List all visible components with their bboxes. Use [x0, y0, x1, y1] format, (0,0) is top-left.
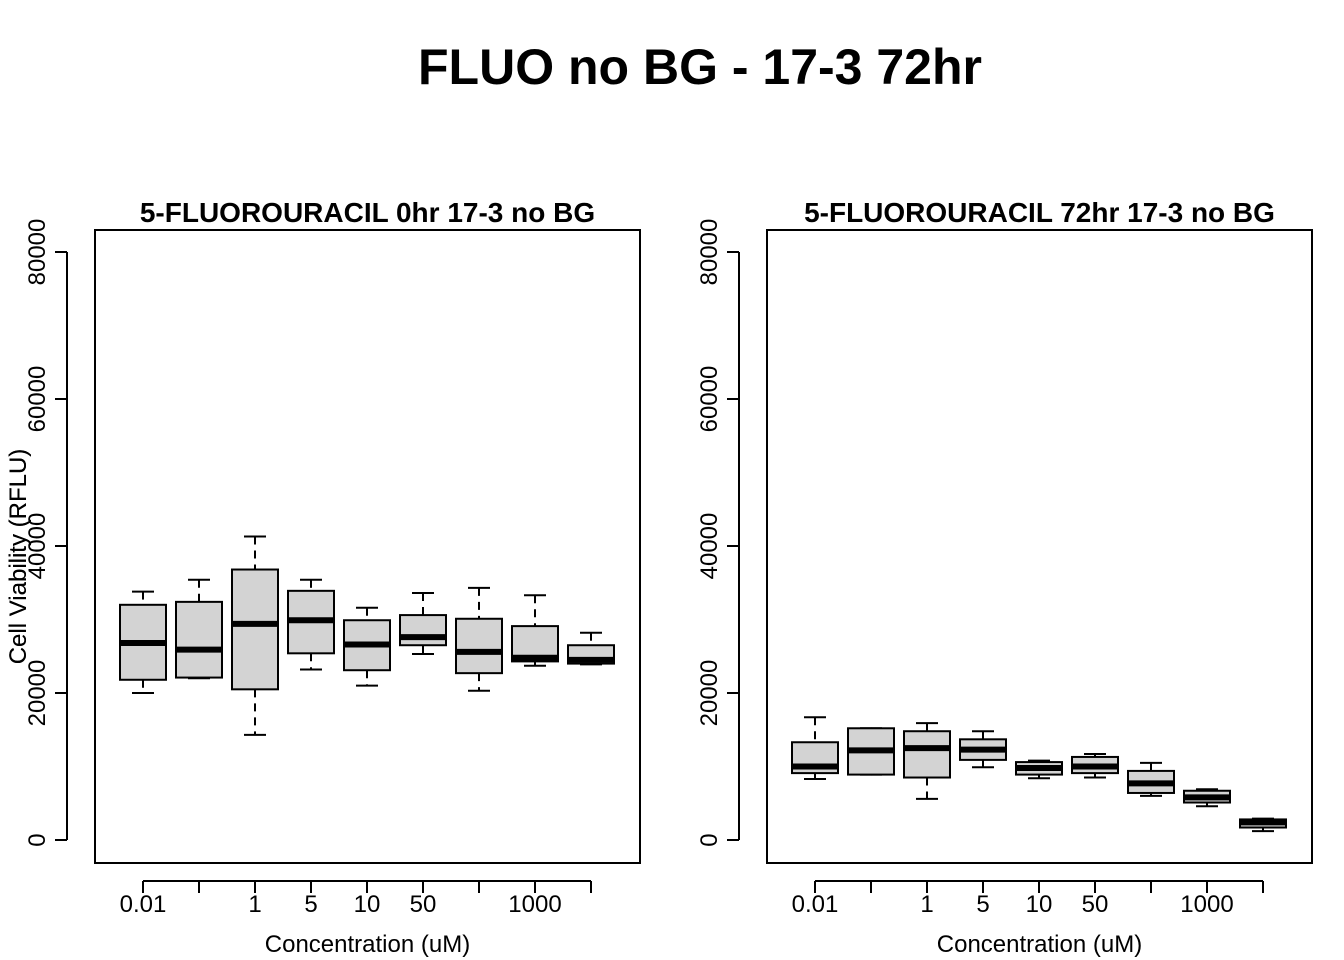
- x-tick-label: 5: [304, 891, 317, 918]
- y-tick-label: 80000: [24, 219, 51, 286]
- box-7: [511, 594, 559, 667]
- box-0: [791, 716, 839, 780]
- box-body: [175, 600, 223, 679]
- x-tick-label: 0.01: [792, 891, 839, 918]
- box-8: [1239, 817, 1287, 833]
- x-axis-label: Concentration (uM): [937, 931, 1142, 958]
- y-tick-label: 20000: [24, 660, 51, 727]
- box-5: [399, 592, 447, 656]
- box-4: [1015, 759, 1063, 780]
- panel-0hr: 5-FLUOROURACIL 0hr 17-3 no BG 0 20000 40000…: [5, 197, 641, 958]
- x-tick-label: 1: [920, 891, 933, 918]
- box-3: [959, 730, 1007, 769]
- x-tick-label: 1000: [508, 891, 561, 918]
- box-body: [399, 614, 447, 647]
- x-tick-label: 1000: [1180, 891, 1233, 918]
- y-axis-label: Cell Viability (RFLU): [5, 449, 32, 665]
- y-tick-label: 0: [696, 833, 723, 846]
- y-tick-label: 60000: [24, 366, 51, 433]
- box-1: [175, 578, 223, 680]
- main-title: FLUO no BG - 17-3 72hr: [418, 39, 982, 95]
- x-tick-label: 10: [1026, 891, 1053, 918]
- plot-frame: [94, 229, 641, 864]
- x-tick-label: 0.01: [120, 891, 167, 918]
- x-tick-label: 5: [976, 891, 989, 918]
- box-2: [231, 535, 279, 736]
- box-1: [847, 727, 895, 776]
- y-tick-label: 0: [24, 833, 51, 846]
- box-body: [903, 730, 951, 779]
- y-tick-label: 20000: [696, 660, 723, 727]
- x-axis-label: Concentration (uM): [265, 931, 470, 958]
- y-axis-label: Cell Viability (RFLU): [5, 449, 32, 665]
- box-4: [343, 606, 391, 687]
- box-0: [119, 590, 167, 694]
- box-5: [1071, 753, 1119, 779]
- box-2: [903, 722, 951, 800]
- x-tick-label: 10: [354, 891, 381, 918]
- y-tick-label: 40000: [24, 513, 51, 580]
- panel-72hr: 5-FLUOROURACIL 72hr 17-3 no BG 0 20000 4000…: [5, 197, 1313, 958]
- box-3: [287, 578, 335, 671]
- panel-title: 5-FLUOROURACIL 72hr 17-3 no BG: [804, 197, 1275, 228]
- box-8: [567, 631, 615, 666]
- box-body: [455, 617, 503, 675]
- box-6: [455, 586, 503, 692]
- x-tick-label: 50: [410, 891, 437, 918]
- box-body: [231, 568, 279, 691]
- y-tick-label: 80000: [696, 219, 723, 286]
- panel-title: 5-FLUOROURACIL 0hr 17-3 no BG: [140, 197, 595, 228]
- y-tick-label: 40000: [696, 513, 723, 580]
- x-tick-label: 50: [1082, 891, 1109, 918]
- box-6: [1127, 761, 1175, 797]
- plot-frame: [766, 229, 1313, 864]
- y-tick-label: 60000: [696, 366, 723, 433]
- x-tick-label: 1: [248, 891, 261, 918]
- box-7: [1183, 788, 1231, 808]
